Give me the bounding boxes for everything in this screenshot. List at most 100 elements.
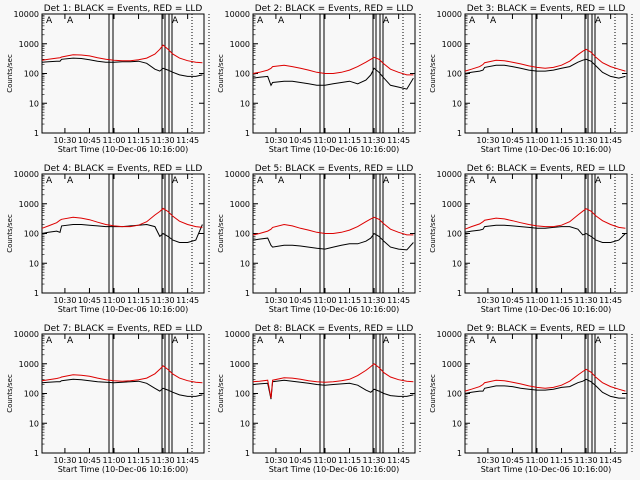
events-series-line bbox=[464, 224, 626, 243]
plot-frame bbox=[464, 173, 628, 294]
attenuator-flag: A bbox=[257, 16, 264, 26]
x-tick-label: 10:30 bbox=[264, 296, 287, 305]
events-series-line bbox=[464, 58, 626, 79]
y-tick-label: 100 bbox=[235, 70, 250, 79]
y-tick-label: 10 bbox=[452, 419, 462, 428]
panel-title: Det 6: BLACK = Events, RED = LLD bbox=[467, 164, 626, 174]
panel-det-1: Det 1: BLACK = Events, RED = LLD 1 10 100 10… bbox=[6, 4, 210, 154]
events-series-line bbox=[464, 378, 626, 399]
x-tick-label: 11:00 bbox=[102, 136, 125, 145]
plot-frame bbox=[464, 333, 628, 454]
x-tick-label: 10:45 bbox=[78, 456, 101, 465]
y-tick-label: 10000 bbox=[225, 170, 250, 179]
x-tick-label: 10:45 bbox=[289, 296, 312, 305]
x-tick-label: 11:00 bbox=[313, 136, 336, 145]
x-tick-label: 10:45 bbox=[501, 136, 524, 145]
events-series-line bbox=[41, 378, 203, 397]
attenuator-flag: A bbox=[172, 336, 179, 346]
x-tick-label: 11:30 bbox=[363, 456, 386, 465]
x-axis-label: Start Time (10-Dec-06 10:16:00) bbox=[481, 305, 612, 314]
x-tick-label: 11:45 bbox=[387, 136, 410, 145]
x-tick-label: 11:00 bbox=[525, 456, 548, 465]
attenuator-flag: A bbox=[278, 176, 285, 186]
y-axis-label: Counts/sec bbox=[6, 54, 14, 93]
y-tick-label: 100 bbox=[447, 390, 462, 399]
y-tick-label: 1000 bbox=[19, 40, 39, 49]
y-tick-label: 10000 bbox=[437, 170, 462, 179]
panel-det-4: Det 4: BLACK = Events, RED = LLD 1 10 100 10… bbox=[6, 164, 210, 314]
x-tick-label: 11:15 bbox=[550, 456, 573, 465]
y-tick-label: 10 bbox=[240, 259, 250, 268]
x-tick-label: 11:45 bbox=[176, 456, 199, 465]
y-tick-label: 1000 bbox=[442, 200, 462, 209]
x-tick-label: 11:15 bbox=[550, 296, 573, 305]
x-axis-label: Start Time (10-Dec-06 10:16:00) bbox=[269, 145, 400, 154]
x-tick-label: 11:00 bbox=[525, 296, 548, 305]
lld-series-line bbox=[252, 216, 414, 236]
x-tick-label: 10:30 bbox=[264, 136, 287, 145]
x-tick-label: 11:30 bbox=[363, 296, 386, 305]
y-tick-label: 10000 bbox=[14, 170, 39, 179]
x-tick-label: 11:30 bbox=[575, 456, 598, 465]
x-tick-label: 10:30 bbox=[476, 456, 499, 465]
x-tick-label: 11:15 bbox=[550, 136, 573, 145]
attenuator-flag: A bbox=[595, 16, 602, 26]
panel-title: Det 3: BLACK = Events, RED = LLD bbox=[467, 4, 626, 14]
x-tick-label: 11:30 bbox=[575, 136, 598, 145]
y-tick-label: 10000 bbox=[14, 10, 39, 19]
lld-series-line bbox=[41, 207, 203, 229]
lld-series-line bbox=[252, 363, 414, 399]
x-tick-label: 10:45 bbox=[289, 136, 312, 145]
x-tick-label: 11:00 bbox=[102, 296, 125, 305]
x-axis-label: Start Time (10-Dec-06 10:16:00) bbox=[58, 305, 189, 314]
x-tick-label: 11:15 bbox=[338, 456, 361, 465]
y-tick-label: 10 bbox=[240, 419, 250, 428]
y-tick-label: 1 bbox=[457, 129, 462, 138]
attenuator-flag: A bbox=[257, 176, 264, 186]
x-tick-label: 11:45 bbox=[599, 296, 622, 305]
x-tick-label: 10:30 bbox=[476, 296, 499, 305]
panel-title: Det 2: BLACK = Events, RED = LLD bbox=[255, 4, 414, 14]
y-tick-label: 100 bbox=[24, 390, 39, 399]
y-tick-label: 10000 bbox=[14, 330, 39, 339]
y-tick-label: 100 bbox=[24, 70, 39, 79]
attenuator-flag: A bbox=[595, 336, 602, 346]
lld-series-line bbox=[464, 208, 626, 230]
y-tick-label: 1000 bbox=[230, 40, 250, 49]
events-series-line bbox=[41, 223, 203, 243]
lld-series-line bbox=[41, 365, 203, 384]
x-tick-label: 11:15 bbox=[127, 136, 150, 145]
panel-det-6: Det 6: BLACK = Events, RED = LLD 1 10 100 10… bbox=[429, 164, 633, 314]
x-tick-label: 11:45 bbox=[387, 456, 410, 465]
panel-title: Det 9: BLACK = Events, RED = LLD bbox=[467, 324, 626, 334]
attenuator-flag: A bbox=[383, 16, 390, 26]
x-tick-label: 11:15 bbox=[338, 136, 361, 145]
y-tick-label: 10000 bbox=[437, 10, 462, 19]
y-tick-label: 10 bbox=[29, 419, 39, 428]
x-axis-label: Start Time (10-Dec-06 10:16:00) bbox=[58, 145, 189, 154]
attenuator-flag: A bbox=[383, 176, 390, 186]
y-tick-label: 100 bbox=[235, 230, 250, 239]
y-tick-label: 1 bbox=[457, 289, 462, 298]
x-tick-label: 10:45 bbox=[78, 136, 101, 145]
panel-det-2: Det 2: BLACK = Events, RED = LLD 1 10 100 10… bbox=[217, 4, 421, 154]
x-axis-label: Start Time (10-Dec-06 10:16:00) bbox=[58, 465, 189, 474]
panel-det-9: Det 9: BLACK = Events, RED = LLD 1 10 100 10… bbox=[429, 324, 633, 474]
y-tick-label: 100 bbox=[447, 230, 462, 239]
y-tick-label: 10 bbox=[29, 259, 39, 268]
attenuator-flag: A bbox=[46, 336, 53, 346]
y-tick-label: 1 bbox=[245, 129, 250, 138]
x-tick-label: 11:15 bbox=[127, 296, 150, 305]
x-tick-label: 10:30 bbox=[53, 456, 76, 465]
attenuator-flag: A bbox=[490, 336, 497, 346]
y-tick-label: 10000 bbox=[225, 330, 250, 339]
y-tick-label: 10000 bbox=[437, 330, 462, 339]
attenuator-flag: A bbox=[172, 16, 179, 26]
x-tick-label: 11:30 bbox=[152, 136, 175, 145]
attenuator-flag: A bbox=[469, 336, 476, 346]
plot-frame bbox=[41, 333, 205, 454]
x-tick-label: 11:45 bbox=[387, 296, 410, 305]
x-tick-label: 11:45 bbox=[599, 456, 622, 465]
x-tick-label: 11:15 bbox=[338, 296, 361, 305]
